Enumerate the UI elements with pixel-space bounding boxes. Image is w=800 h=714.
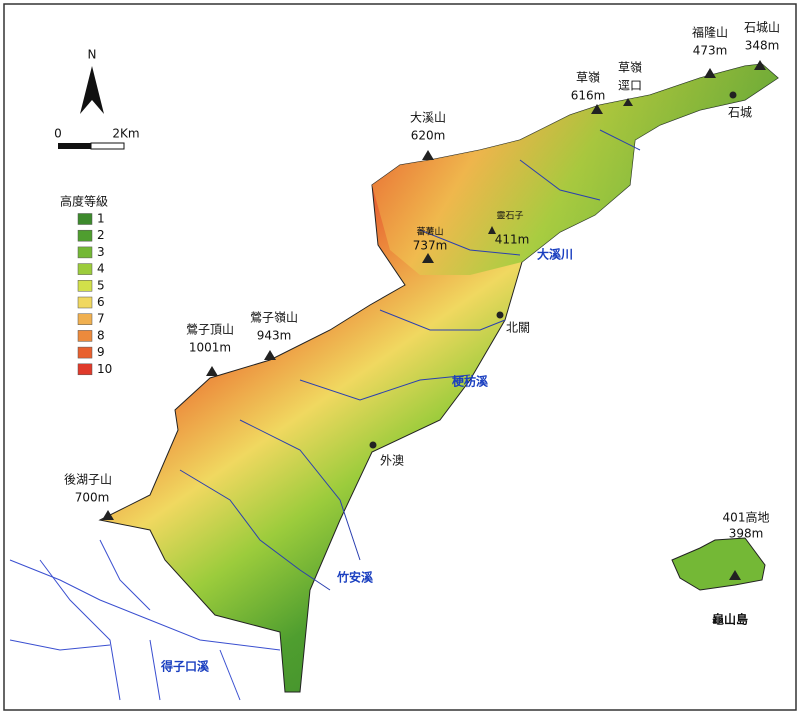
river-label: 大溪川: [537, 247, 573, 262]
legend-swatch: [77, 346, 93, 359]
north-arrow: [80, 66, 104, 114]
legend-swatch: [77, 280, 93, 292]
island: [671, 537, 766, 591]
peak-name: 福隆山: [692, 25, 728, 40]
peak-name: 靈石子: [496, 211, 523, 222]
river-label: 梗枋溪: [452, 374, 489, 389]
peak-elevation: 1001m: [189, 341, 231, 355]
legend-label: 9: [97, 345, 105, 359]
legend-swatch: [77, 246, 93, 259]
legend-swatch: [77, 363, 93, 376]
legend-label: 10: [97, 362, 112, 376]
peak-elevation: 398m: [729, 527, 764, 541]
scale-label: 0: [54, 127, 62, 141]
scale-bar: [58, 143, 91, 149]
legend-label: 1: [97, 212, 105, 226]
river-label: 竹安溪: [336, 570, 374, 585]
legend: 1 2 3 4 5 6 7 8 9 10: [77, 212, 112, 376]
terrain-north: [372, 64, 778, 275]
inner-rivers: [179, 129, 641, 591]
peak-name: 大溪山: [410, 111, 446, 125]
legend-title: 高度等級: [60, 194, 108, 209]
legend-swatch: [77, 229, 93, 242]
peak-name: 鶯子頂山: [186, 322, 234, 337]
peak-name: 草嶺: [618, 61, 642, 75]
legend-label: 5: [97, 278, 105, 292]
outside-rivers: [9, 539, 281, 701]
peak-elevation: 411m: [495, 233, 530, 247]
north-label: N: [88, 48, 97, 62]
place-label: 石城: [728, 106, 752, 120]
legend-label: 8: [97, 328, 105, 342]
river-label: 得子口溪: [160, 659, 210, 674]
peak-elevation: 348m: [745, 39, 780, 53]
peak-elevation: 逕口: [618, 79, 642, 93]
place-label: 龜山島: [712, 612, 748, 627]
legend-label: 3: [97, 245, 105, 259]
place-label: 北關: [506, 321, 530, 335]
peak-markers: [102, 60, 766, 580]
scale-bar: [90, 142, 125, 150]
place-label: 外澳: [380, 454, 404, 468]
peak-elevation: 700m: [75, 491, 110, 505]
legend-swatch: [77, 263, 93, 275]
peak-name: 草嶺: [576, 71, 600, 85]
peak-elevation: 943m: [257, 329, 292, 343]
peak-elevation: 473m: [693, 44, 728, 58]
legend-swatch: [77, 330, 93, 342]
peak-elevation: 737m: [413, 239, 448, 253]
legend-swatch: [77, 213, 93, 225]
peak-name: 後湖子山: [64, 472, 112, 487]
legend-swatch: [77, 313, 93, 325]
legend-label: 4: [97, 262, 105, 276]
legend-label: 2: [97, 228, 105, 242]
scale-label: 2Km: [112, 127, 139, 141]
peak-elevation: 620m: [411, 129, 446, 143]
legend-label: 6: [97, 295, 105, 309]
peak-name: 蕃薯山: [416, 226, 443, 238]
peak-elevation: 616m: [571, 89, 606, 103]
legend-label: 7: [97, 312, 105, 326]
peak-name: 石城山: [744, 21, 780, 35]
peak-name: 401高地: [723, 510, 770, 525]
peak-name: 鶯子嶺山: [250, 310, 298, 325]
legend-swatch: [77, 296, 93, 309]
